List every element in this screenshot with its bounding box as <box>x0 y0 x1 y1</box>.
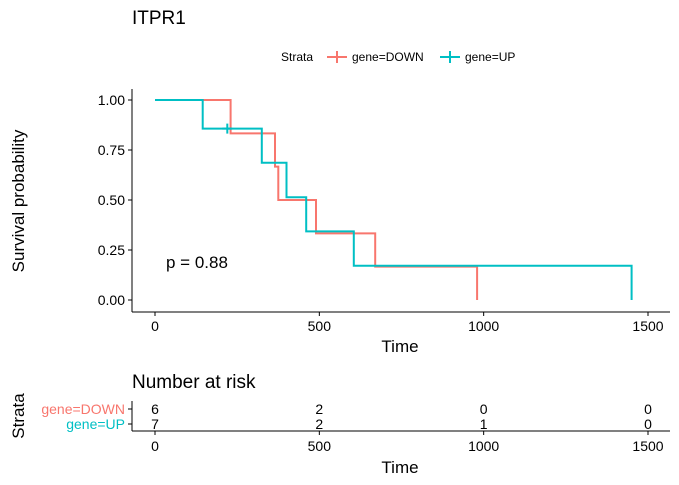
legend: Strata gene=DOWN gene=UP <box>281 50 515 64</box>
risk-x-tick-label: 1000 <box>468 438 499 454</box>
legend-title: Strata <box>281 50 313 64</box>
risk-count: 0 <box>644 401 652 417</box>
legend-entry-up: gene=UP <box>440 50 515 64</box>
risk-table-title: Number at risk <box>132 372 256 393</box>
x-ticks: 0 500 1000 1500 <box>151 312 664 334</box>
legend-label-up: gene=UP <box>465 50 515 64</box>
x-tick-label: 1500 <box>632 318 663 334</box>
risk-count: 6 <box>151 401 159 417</box>
legend-entry-down: gene=DOWN <box>327 50 424 64</box>
x-axis-label: Time <box>381 337 418 356</box>
risk-count: 7 <box>151 416 159 432</box>
legend-label-down: gene=DOWN <box>352 50 424 64</box>
y-tick-label: 0.25 <box>98 242 125 258</box>
risk-count: 0 <box>480 401 488 417</box>
risk-row-label: gene=DOWN <box>41 401 125 417</box>
y-axis-label: Survival probability <box>9 129 28 272</box>
main-plot: 0.00 0.25 0.50 0.75 1.00 0 500 1000 1500 p = 0.… <box>9 89 670 356</box>
x-tick-label: 0 <box>151 318 159 334</box>
risk-count: 2 <box>315 401 323 417</box>
risk-y-axis-label: Strata <box>9 393 28 439</box>
y-ticks: 0.00 0.25 0.50 0.75 1.00 <box>98 92 132 308</box>
y-tick-label: 0.00 <box>98 292 125 308</box>
y-tick-label: 1.00 <box>98 92 125 108</box>
risk-count: 1 <box>480 416 488 432</box>
risk-x-tick-label: 1500 <box>632 438 663 454</box>
risk-x-tick-label: 500 <box>308 438 332 454</box>
x-tick-label: 1000 <box>468 318 499 334</box>
risk-x-tick-label: 0 <box>151 438 159 454</box>
risk-count: 0 <box>644 416 652 432</box>
survival-curves <box>155 99 633 300</box>
survival-curve-up <box>155 99 633 300</box>
risk-row-label: gene=UP <box>66 416 125 432</box>
risk-x-axis-label: Time <box>381 458 418 477</box>
chart-title: ITPR1 <box>132 8 186 29</box>
y-tick-label: 0.50 <box>98 192 125 208</box>
y-tick-label: 0.75 <box>98 142 125 158</box>
risk-count: 2 <box>315 416 323 432</box>
risk-x-ticks: 0 500 1000 1500 <box>151 431 664 454</box>
x-tick-label: 500 <box>308 318 332 334</box>
p-value-annotation: p = 0.88 <box>166 253 228 272</box>
